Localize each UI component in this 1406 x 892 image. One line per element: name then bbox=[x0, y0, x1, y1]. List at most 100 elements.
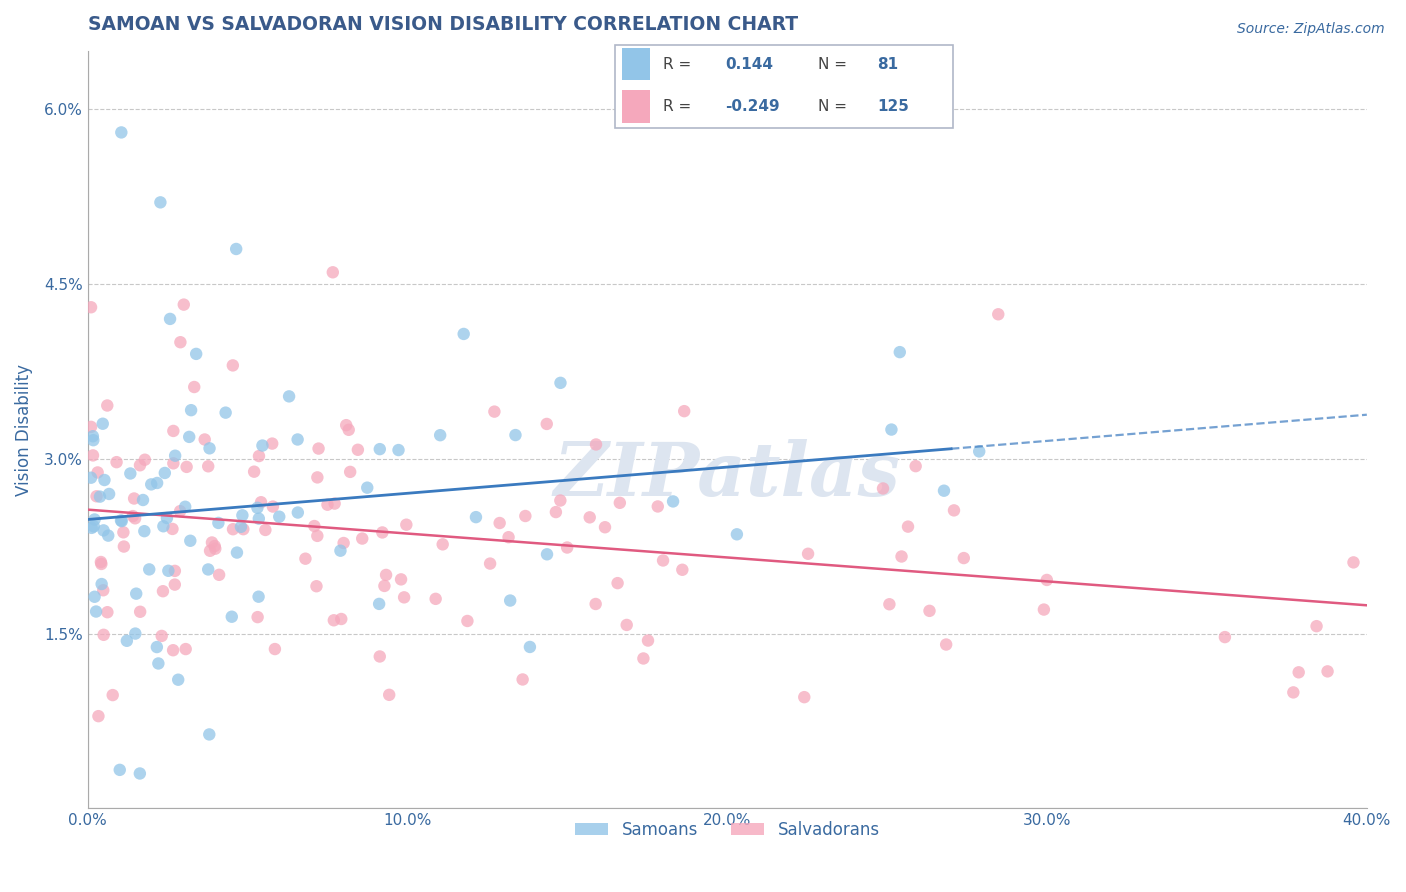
Point bbox=[96, 605, 118, 619]
Point bbox=[179, 430, 201, 444]
Point bbox=[243, 465, 266, 479]
Point bbox=[90, 555, 112, 569]
Point bbox=[337, 423, 360, 437]
Point bbox=[904, 459, 927, 474]
Point bbox=[101, 688, 124, 702]
Point bbox=[287, 433, 309, 447]
Point bbox=[247, 449, 270, 463]
Point bbox=[375, 568, 398, 582]
Point bbox=[498, 530, 520, 544]
Point bbox=[82, 429, 104, 443]
Point bbox=[162, 643, 184, 657]
Text: R =: R = bbox=[664, 99, 692, 114]
Point bbox=[671, 563, 693, 577]
Point bbox=[93, 628, 115, 642]
Point bbox=[174, 642, 197, 657]
Point bbox=[129, 605, 152, 619]
Point bbox=[91, 583, 114, 598]
Point bbox=[339, 465, 361, 479]
Text: ZIPatlas: ZIPatlas bbox=[554, 439, 901, 511]
Point bbox=[1288, 665, 1310, 680]
Point bbox=[89, 490, 111, 504]
Point bbox=[323, 497, 346, 511]
Point bbox=[83, 512, 105, 526]
Text: 125: 125 bbox=[877, 99, 908, 114]
Point bbox=[247, 590, 270, 604]
Point bbox=[150, 629, 173, 643]
Point bbox=[165, 449, 187, 463]
Point bbox=[987, 307, 1010, 321]
Point bbox=[201, 535, 224, 549]
Point bbox=[879, 597, 901, 611]
Point bbox=[134, 524, 156, 538]
Point bbox=[162, 522, 184, 536]
Point bbox=[169, 335, 191, 350]
Point bbox=[555, 541, 578, 555]
Point bbox=[146, 640, 169, 654]
Point bbox=[149, 195, 172, 210]
Point bbox=[214, 406, 236, 420]
Point bbox=[194, 433, 217, 447]
Point bbox=[347, 442, 370, 457]
Point bbox=[132, 493, 155, 508]
Point bbox=[108, 763, 131, 777]
Point bbox=[221, 609, 243, 624]
Point bbox=[90, 557, 112, 571]
Point bbox=[322, 265, 344, 279]
Point bbox=[918, 604, 941, 618]
Point bbox=[505, 428, 527, 442]
Point bbox=[262, 436, 284, 450]
Point bbox=[82, 449, 104, 463]
Point bbox=[536, 417, 558, 431]
Text: R =: R = bbox=[664, 56, 692, 71]
Text: 81: 81 bbox=[877, 56, 898, 71]
Point bbox=[197, 562, 219, 576]
Point bbox=[183, 380, 205, 394]
Point bbox=[330, 612, 353, 626]
Point bbox=[98, 487, 121, 501]
Point bbox=[278, 389, 301, 403]
Point bbox=[1316, 665, 1339, 679]
Point bbox=[633, 651, 655, 665]
Point bbox=[226, 545, 249, 559]
FancyBboxPatch shape bbox=[614, 45, 953, 128]
Point bbox=[499, 593, 522, 607]
Point bbox=[609, 496, 631, 510]
Point bbox=[322, 613, 344, 627]
Point bbox=[456, 614, 478, 628]
Legend: Samoans, Salvadorans: Samoans, Salvadorans bbox=[568, 814, 887, 846]
Point bbox=[550, 376, 572, 390]
Point bbox=[890, 549, 912, 564]
Point bbox=[254, 523, 277, 537]
Point bbox=[307, 470, 329, 484]
Point bbox=[247, 511, 270, 525]
Text: -0.249: -0.249 bbox=[725, 99, 780, 114]
Point bbox=[1282, 685, 1305, 699]
Point bbox=[246, 610, 269, 624]
Point bbox=[647, 500, 669, 514]
Point bbox=[880, 423, 903, 437]
Point bbox=[96, 399, 118, 413]
Point bbox=[186, 347, 208, 361]
Point bbox=[138, 562, 160, 576]
Text: N =: N = bbox=[818, 56, 848, 71]
Point bbox=[122, 491, 145, 506]
Point bbox=[80, 471, 103, 485]
Point bbox=[152, 584, 174, 599]
Point bbox=[425, 591, 447, 606]
Point bbox=[120, 467, 142, 481]
Point bbox=[173, 297, 195, 311]
Point bbox=[308, 442, 330, 456]
Point bbox=[262, 500, 284, 514]
Point bbox=[373, 579, 395, 593]
Point bbox=[1032, 602, 1054, 616]
Point bbox=[897, 519, 920, 533]
Point bbox=[97, 528, 120, 542]
Point bbox=[252, 438, 274, 452]
FancyBboxPatch shape bbox=[621, 48, 650, 80]
Point bbox=[80, 300, 103, 314]
Point bbox=[432, 537, 454, 551]
Point bbox=[889, 345, 911, 359]
Point bbox=[389, 573, 412, 587]
Point bbox=[105, 455, 128, 469]
